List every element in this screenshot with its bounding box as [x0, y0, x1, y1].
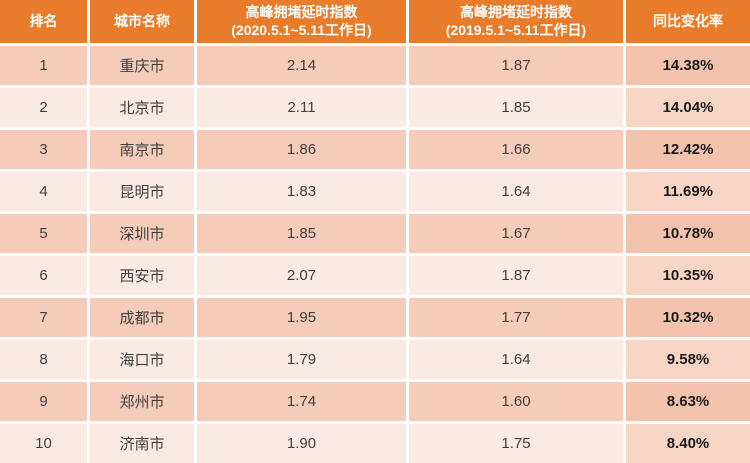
index-2020-cell: 1.86	[197, 130, 406, 169]
header-index-2020-line2: (2020.5.1~5.11工作日)	[231, 21, 372, 38]
rank-cell: 1	[0, 46, 87, 85]
header-index-2019: 高峰拥堵延时指数 (2019.5.1~5.11工作日)	[409, 0, 623, 43]
rank-cell: 5	[0, 214, 87, 253]
index-2019-cell: 1.66	[409, 130, 623, 169]
yoy-change-cell: 14.38%	[626, 46, 750, 85]
index-2019-cell: 1.67	[409, 214, 623, 253]
city-cell: 重庆市	[90, 46, 194, 85]
index-2019-cell: 1.64	[409, 340, 623, 379]
index-2020-cell: 1.85	[197, 214, 406, 253]
yoy-change-cell: 9.58%	[626, 340, 750, 379]
header-index-2020: 高峰拥堵延时指数 (2020.5.1~5.11工作日)	[197, 0, 406, 43]
header-city: 城市名称	[90, 0, 194, 43]
rank-cell: 7	[0, 298, 87, 337]
header-city-label: 城市名称	[114, 12, 170, 29]
city-cell: 郑州市	[90, 382, 194, 421]
yoy-change-cell: 10.32%	[626, 298, 750, 337]
rank-cell: 2	[0, 88, 87, 127]
yoy-change-cell: 10.35%	[626, 256, 750, 295]
index-2020-cell: 1.90	[197, 424, 406, 463]
index-2019-cell: 1.64	[409, 172, 623, 211]
header-yoy-label: 同比变化率	[653, 12, 723, 29]
city-cell: 深圳市	[90, 214, 194, 253]
yoy-change-cell: 8.63%	[626, 382, 750, 421]
yoy-change-cell: 14.04%	[626, 88, 750, 127]
index-2019-cell: 1.60	[409, 382, 623, 421]
rank-cell: 10	[0, 424, 87, 463]
index-2020-cell: 2.07	[197, 256, 406, 295]
city-cell: 济南市	[90, 424, 194, 463]
header-index-2019-line1: 高峰拥堵延时指数	[460, 4, 572, 21]
index-2019-cell: 1.87	[409, 46, 623, 85]
city-cell: 海口市	[90, 340, 194, 379]
city-cell: 昆明市	[90, 172, 194, 211]
index-2020-cell: 2.11	[197, 88, 406, 127]
index-2020-cell: 1.95	[197, 298, 406, 337]
header-yoy: 同比变化率	[626, 0, 750, 43]
header-rank: 排名	[0, 0, 87, 43]
header-rank-label: 排名	[29, 12, 58, 29]
index-2020-cell: 1.79	[197, 340, 406, 379]
index-2019-cell: 1.75	[409, 424, 623, 463]
index-2020-cell: 1.83	[197, 172, 406, 211]
index-2020-cell: 1.74	[197, 382, 406, 421]
yoy-change-cell: 8.40%	[626, 424, 750, 463]
city-cell: 成都市	[90, 298, 194, 337]
city-cell: 北京市	[90, 88, 194, 127]
header-index-2019-line2: (2019.5.1~5.11工作日)	[445, 21, 587, 38]
index-2020-cell: 2.14	[197, 46, 406, 85]
yoy-change-cell: 10.78%	[626, 214, 750, 253]
rank-cell: 3	[0, 130, 87, 169]
yoy-change-cell: 12.42%	[626, 130, 750, 169]
city-cell: 南京市	[90, 130, 194, 169]
header-index-2020-line1: 高峰拥堵延时指数	[245, 4, 358, 21]
index-2019-cell: 1.77	[409, 298, 623, 337]
rank-cell: 6	[0, 256, 87, 295]
city-cell: 西安市	[90, 256, 194, 295]
index-2019-cell: 1.85	[409, 88, 623, 127]
yoy-change-cell: 11.69%	[626, 172, 750, 211]
index-2019-cell: 1.87	[409, 256, 623, 295]
rank-cell: 4	[0, 172, 87, 211]
rank-cell: 8	[0, 340, 87, 379]
rank-cell: 9	[0, 382, 87, 421]
